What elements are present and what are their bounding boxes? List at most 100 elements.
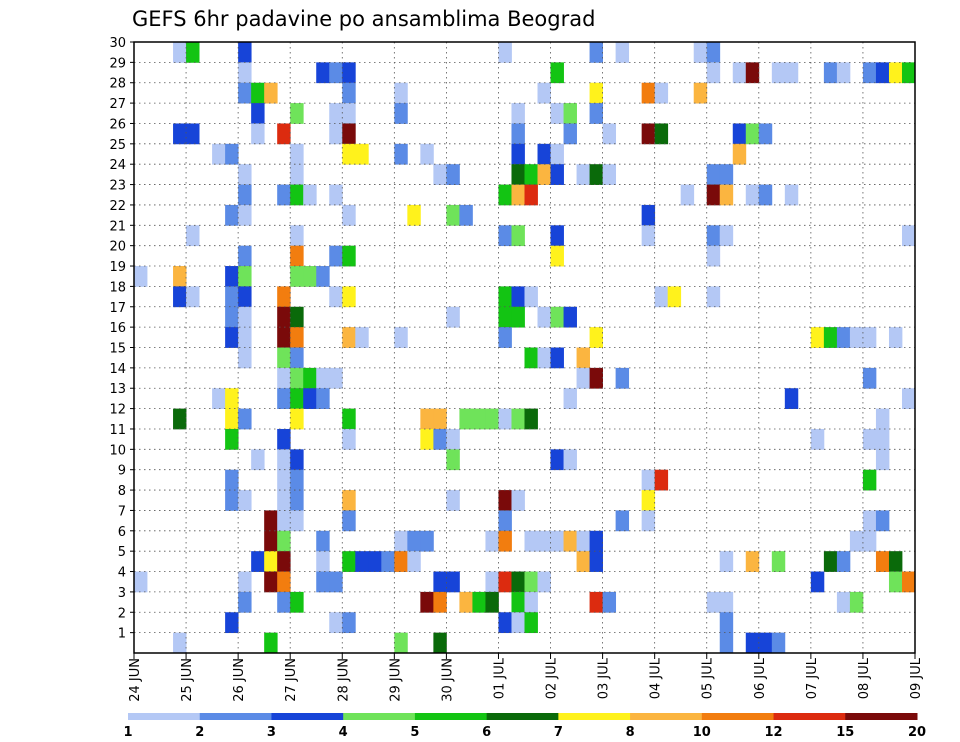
precip-cell <box>472 591 486 613</box>
precip-cell <box>888 327 903 348</box>
precip-cell <box>433 591 447 613</box>
precip-cell <box>394 82 408 104</box>
x-tick-label: 07 JUL <box>805 657 820 699</box>
precip-cell <box>394 143 408 165</box>
precip-cell <box>485 571 499 593</box>
precip-cell <box>524 286 538 308</box>
precip-cell <box>719 591 734 613</box>
precip-cell <box>446 449 460 471</box>
precip-cell <box>459 591 473 613</box>
precip-cell <box>433 164 447 185</box>
legend-label: 15 <box>836 725 854 740</box>
precip-cell <box>290 591 304 613</box>
precip-cell <box>719 551 734 572</box>
precip-cell <box>329 103 343 124</box>
precip-cell <box>420 591 434 613</box>
precip-cell <box>784 62 799 84</box>
y-tick-label: 2 <box>118 606 126 621</box>
y-tick-label: 21 <box>109 219 126 234</box>
legend-label: 2 <box>195 725 204 740</box>
y-tick-label: 9 <box>118 464 126 479</box>
precip-cell <box>849 591 864 613</box>
precip-cell <box>654 286 669 308</box>
precip-cell <box>290 245 304 267</box>
precip-cell <box>836 591 851 613</box>
y-tick-label: 24 <box>109 158 126 173</box>
y-tick-label: 27 <box>109 97 126 112</box>
precip-cell <box>342 490 356 511</box>
legend-swatch <box>414 713 488 720</box>
precip-cell <box>784 388 799 409</box>
precip-cell <box>550 143 564 165</box>
precip-cell <box>862 428 877 450</box>
precip-cell <box>615 367 630 389</box>
precip-cell <box>862 367 877 389</box>
precip-cell <box>784 184 799 206</box>
precip-cell <box>342 327 356 348</box>
precip-cell <box>576 367 590 389</box>
precip-cell <box>706 286 721 308</box>
precip-cell <box>290 367 304 389</box>
precip-cell <box>459 204 473 226</box>
precip-cell <box>498 286 512 308</box>
precip-cell <box>342 408 356 430</box>
precip-cell <box>238 408 252 430</box>
precip-cell <box>771 632 786 654</box>
y-tick-label: 14 <box>109 362 126 377</box>
precip-cell <box>641 204 656 226</box>
y-tick-label: 5 <box>118 545 126 560</box>
precip-cell <box>875 551 890 572</box>
precip-cell <box>407 551 421 572</box>
precip-cell <box>251 551 265 572</box>
precip-cell <box>498 612 512 634</box>
precip-cell <box>290 408 304 430</box>
precip-cell <box>654 82 669 104</box>
precip-cell <box>719 632 734 654</box>
precip-cell <box>498 225 512 247</box>
precip-cell <box>498 306 512 328</box>
y-tick-label: 6 <box>118 525 126 540</box>
precip-cell <box>563 306 577 328</box>
precip-cell <box>849 327 864 348</box>
legend-label: 20 <box>908 725 926 740</box>
y-tick-label: 25 <box>109 138 126 153</box>
precip-cell <box>342 204 356 226</box>
y-tick-label: 15 <box>109 342 126 357</box>
precip-cell <box>706 164 721 185</box>
precip-cell <box>251 82 265 104</box>
precip-cell <box>212 143 226 165</box>
precip-cell <box>745 62 760 84</box>
precip-cell <box>238 62 252 84</box>
precip-cell <box>329 571 343 593</box>
legend-label: 6 <box>482 725 491 740</box>
precip-cell <box>238 82 252 104</box>
precip-cell <box>641 469 656 491</box>
precip-cell <box>342 245 356 267</box>
precip-cell <box>277 123 291 145</box>
precip-cell <box>758 123 773 145</box>
x-tick-label: 08 JUL <box>857 657 872 699</box>
precip-cell <box>433 428 447 450</box>
precip-cell <box>446 490 460 511</box>
precip-cell <box>524 164 538 185</box>
legend-label: 4 <box>339 725 348 740</box>
precip-cell <box>329 245 343 267</box>
legend-swatch <box>630 713 703 720</box>
precip-cell <box>576 551 590 572</box>
precip-cell <box>511 612 525 634</box>
legend-label: 12 <box>765 725 783 740</box>
precip-cell <box>355 327 369 348</box>
precip-cell <box>498 530 512 552</box>
precip-cell <box>225 327 239 348</box>
x-tick-label: 06 JUL <box>753 657 768 699</box>
precip-cell <box>550 449 564 471</box>
precip-cell <box>745 184 760 206</box>
precip-cell <box>329 62 343 84</box>
precip-cell <box>641 490 656 511</box>
precip-cell <box>758 184 773 206</box>
precip-cell <box>537 82 551 104</box>
legend-label: 10 <box>693 725 711 740</box>
precip-cell <box>186 123 200 145</box>
precip-cell <box>498 42 512 63</box>
precip-cell <box>719 612 734 634</box>
